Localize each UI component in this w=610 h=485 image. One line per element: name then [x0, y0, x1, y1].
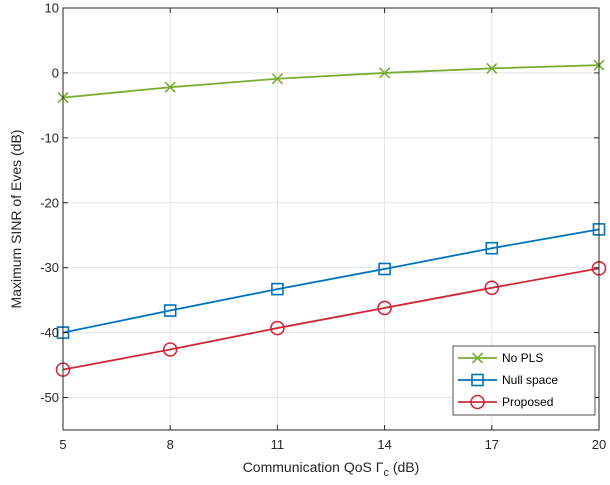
x-axis-title: Communication QoS Γc (dB)	[243, 459, 420, 479]
x-tick-label: 11	[271, 437, 285, 452]
x-tick-label: 17	[485, 437, 499, 452]
legend-label-no-pls: No PLS	[502, 351, 543, 365]
legend: No PLS Null space Proposed	[452, 345, 596, 416]
legend-label-null-space: Null space	[502, 373, 558, 387]
data-point-null-space	[271, 282, 284, 296]
y-tick-label: 10	[45, 1, 59, 16]
plot-frame	[62, 7, 600, 431]
y-tick-label: -20	[40, 195, 59, 210]
data-point-proposed	[377, 300, 392, 316]
legend-marker-proposed	[470, 394, 485, 410]
y-tick-label: -40	[40, 325, 59, 340]
series-line-no-pls	[62, 64, 600, 99]
y-tick-label: -10	[40, 130, 59, 145]
data-point-proposed	[162, 342, 178, 357]
series-line-proposed	[62, 267, 600, 371]
data-point-null-space	[485, 241, 499, 255]
legend-label-proposed: Proposed	[502, 395, 553, 409]
x-tick-label: 8	[167, 437, 174, 452]
data-point-null-space	[378, 262, 391, 276]
legend-marker-null-space	[471, 373, 484, 387]
y-tick-labels: 10 0 -10 -20 -30 -40 -50	[40, 1, 59, 406]
data-point-no-pls	[164, 81, 176, 93]
series-lines	[62, 64, 600, 371]
data-point-null-space	[163, 304, 177, 317]
y-tick-label: -30	[40, 260, 59, 275]
x-tick-label: 5	[59, 437, 66, 452]
data-point-no-pls	[379, 67, 391, 79]
x-tick-label: 14	[377, 437, 391, 452]
series-line-null-space	[62, 228, 600, 334]
data-point-proposed	[484, 280, 500, 296]
x-axis-title-subscript: c	[383, 467, 389, 479]
y-tick-label: -50	[40, 390, 59, 405]
y-axis-title: Maximum SINR of Eves (dB)	[8, 130, 24, 309]
data-point-no-pls	[271, 73, 283, 85]
ticks	[62, 7, 600, 430]
x-tick-label: 20	[592, 437, 606, 452]
data-point-proposed	[270, 320, 285, 336]
legend-marker-no-pls	[471, 352, 484, 364]
y-tick-label: 0	[52, 65, 59, 80]
x-tick-labels: 5 8 11 14 17 20	[59, 437, 606, 452]
data-point-no-pls	[486, 62, 498, 74]
